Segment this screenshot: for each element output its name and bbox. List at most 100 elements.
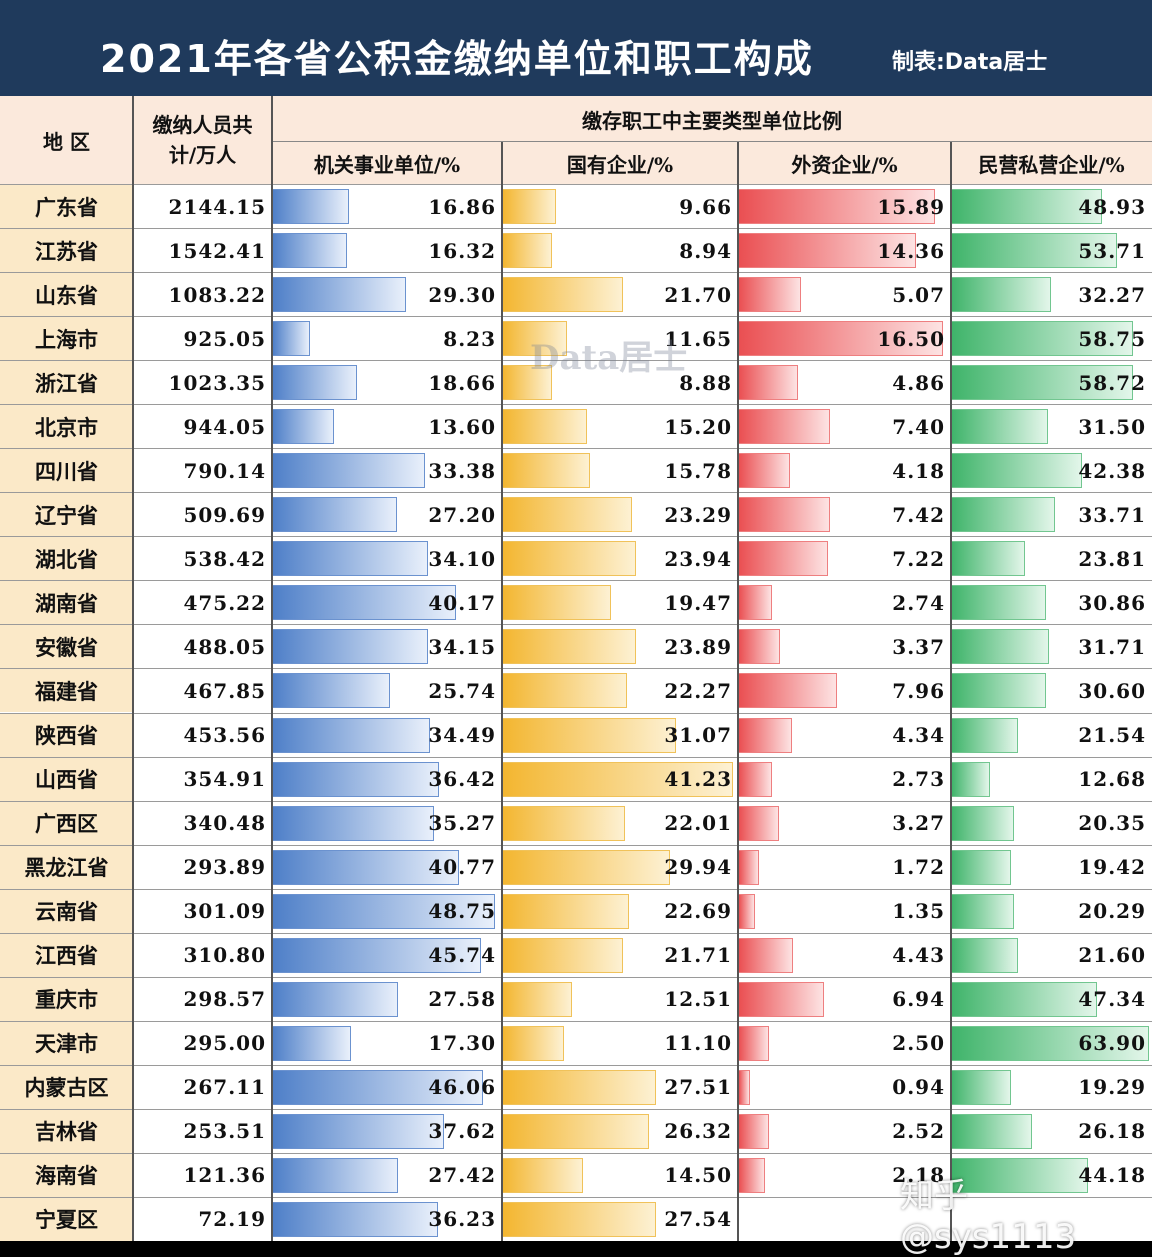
percent-cell: 21.71 xyxy=(502,934,738,977)
table-row: 湖北省 538.42 34.10 23.94 7.22 23.81 xyxy=(0,536,1152,581)
percent-bar xyxy=(272,365,358,401)
percent-cell: 29.30 xyxy=(272,273,502,316)
total-cell: 1542.41 xyxy=(133,229,272,273)
percent-label: 34.15 xyxy=(428,634,496,659)
percent-cell: 45.74 xyxy=(272,934,502,977)
percent-label: 63.90 xyxy=(1078,1031,1146,1056)
percent-label: 12.51 xyxy=(664,987,732,1012)
percent-cell: 6.94 xyxy=(738,978,951,1021)
col-divider xyxy=(132,96,134,1241)
percent-bar xyxy=(738,1025,770,1061)
percent-cell: 37.62 xyxy=(272,1110,502,1153)
region-cell: 浙江省 xyxy=(0,361,133,405)
percent-bar xyxy=(502,1069,656,1105)
region-cell: 上海市 xyxy=(0,317,133,361)
percent-bar xyxy=(951,189,1103,225)
percent-cell: 58.72 xyxy=(951,361,1152,404)
percent-label: 23.81 xyxy=(1078,546,1146,571)
percent-label: 9.66 xyxy=(679,194,732,219)
percent-cell: 4.86 xyxy=(738,361,951,404)
header-group: 缴存职工中主要类型单位比例 xyxy=(582,108,842,133)
region-cell: 湖北省 xyxy=(0,537,133,581)
percent-bar xyxy=(272,321,310,357)
title-bar: 2021年各省公积金缴纳单位和职工构成 制表:Data居士 xyxy=(0,0,1152,96)
region-cell: 辽宁省 xyxy=(0,493,133,537)
percent-bar xyxy=(502,981,572,1017)
total-cell: 1023.35 xyxy=(133,361,272,405)
percent-bar xyxy=(502,629,636,665)
percent-label: 18.66 xyxy=(428,370,496,395)
percent-bar xyxy=(502,497,633,533)
region-cell: 云南省 xyxy=(0,889,133,933)
percent-bar xyxy=(272,189,350,225)
total-cell: 298.57 xyxy=(133,977,272,1021)
percent-bar xyxy=(502,717,676,753)
percent-label: 40.17 xyxy=(428,590,496,615)
percent-cell: 3.37 xyxy=(738,625,951,668)
percent-label: 48.93 xyxy=(1078,194,1146,219)
percent-cell: 34.15 xyxy=(272,625,502,668)
percent-label: 23.89 xyxy=(664,634,732,659)
percent-cell: 36.23 xyxy=(272,1198,502,1241)
percent-label: 34.10 xyxy=(428,546,496,571)
percent-cell: 42.38 xyxy=(951,449,1152,492)
percent-bar xyxy=(951,453,1083,489)
region-cell: 天津市 xyxy=(0,1021,133,1065)
percent-label: 36.23 xyxy=(428,1207,496,1232)
table-header: 地 区 缴纳人员共计/万人 缴存职工中主要类型单位比例 机关事业单位/% 国有企… xyxy=(0,96,1152,184)
percent-cell: 34.10 xyxy=(272,537,502,580)
percent-cell: 23.29 xyxy=(502,493,738,536)
percent-cell: 15.20 xyxy=(502,405,738,448)
table-row: 上海市 925.05 8.23 11.65 16.50 58.75 xyxy=(0,316,1152,361)
percent-bar xyxy=(738,849,760,885)
percent-cell: 27.51 xyxy=(502,1066,738,1109)
col-divider xyxy=(950,142,952,1241)
percent-cell: 20.35 xyxy=(951,802,1152,845)
table-row: 安徽省 488.05 34.15 23.89 3.37 31.71 xyxy=(0,624,1152,669)
percent-cell: 12.51 xyxy=(502,978,738,1021)
percent-bar xyxy=(272,937,482,973)
percent-label: 15.89 xyxy=(877,194,945,219)
percent-label: 22.01 xyxy=(664,811,732,836)
percent-cell: 15.89 xyxy=(738,185,951,228)
total-cell: 2144.15 xyxy=(133,185,272,229)
total-cell: 253.51 xyxy=(133,1109,272,1153)
percent-label: 33.38 xyxy=(428,458,496,483)
percent-label: 4.43 xyxy=(892,943,945,968)
region-cell: 江苏省 xyxy=(0,229,133,273)
percent-bar xyxy=(738,409,830,445)
percent-cell: 27.20 xyxy=(272,493,502,536)
percent-label: 37.62 xyxy=(428,1119,496,1144)
percent-label: 3.37 xyxy=(892,634,945,659)
total-cell: 1083.22 xyxy=(133,273,272,317)
percent-label: 26.18 xyxy=(1078,1119,1146,1144)
region-cell: 海南省 xyxy=(0,1153,133,1197)
percent-label: 19.47 xyxy=(664,590,732,615)
percent-cell: 2.18 xyxy=(738,1154,951,1197)
percent-bar xyxy=(502,1157,584,1193)
percent-bar xyxy=(272,1201,438,1237)
percent-cell: 20.29 xyxy=(951,890,1152,933)
percent-bar xyxy=(738,541,828,577)
percent-label: 7.40 xyxy=(892,414,945,439)
table-row: 湖南省 475.22 40.17 19.47 2.74 30.86 xyxy=(0,580,1152,625)
percent-label: 27.42 xyxy=(428,1163,496,1188)
total-cell: 538.42 xyxy=(133,537,272,581)
percent-label: 27.54 xyxy=(664,1207,732,1232)
percent-label: 31.50 xyxy=(1078,414,1146,439)
percent-bar xyxy=(738,981,825,1017)
percent-bar xyxy=(272,673,390,709)
percent-cell: 9.66 xyxy=(502,185,738,228)
percent-bar xyxy=(272,849,459,885)
percent-label: 31.07 xyxy=(664,723,732,748)
table-row: 福建省 467.85 25.74 22.27 7.96 30.60 xyxy=(0,668,1152,713)
percent-bar xyxy=(502,321,568,357)
percent-label: 30.86 xyxy=(1078,590,1146,615)
table-row: 北京市 944.05 13.60 15.20 7.40 31.50 xyxy=(0,404,1152,449)
percent-label: 2.50 xyxy=(892,1031,945,1056)
percent-bar xyxy=(951,673,1046,709)
percent-label: 21.70 xyxy=(664,282,732,307)
percent-bar xyxy=(272,761,439,797)
percent-label: 23.94 xyxy=(664,546,732,571)
